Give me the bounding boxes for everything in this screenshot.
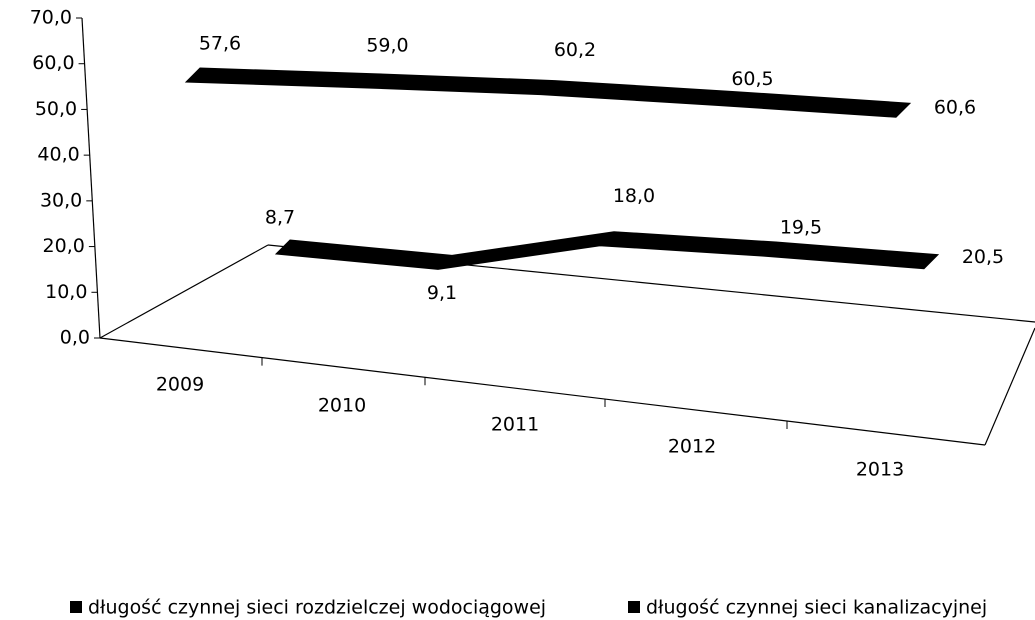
y-tick-label: 0,0: [60, 327, 90, 349]
y-axis: [81, 17, 101, 339]
ribbon: [184, 67, 912, 118]
floor-edge: [99, 244, 269, 339]
x-tick-label: 2012: [668, 436, 716, 458]
y-tick-label: 30,0: [40, 189, 82, 211]
data-label: 9,1: [427, 282, 457, 304]
data-label: 18,0: [613, 185, 655, 207]
floor-edge: [984, 327, 1035, 446]
data-label: 59,0: [366, 34, 408, 56]
data-label: 60,5: [731, 68, 773, 90]
data-label: 8,7: [265, 206, 295, 228]
y-tick-label: 40,0: [37, 144, 79, 166]
x-tick-label: 2013: [856, 459, 904, 481]
ribbon: [274, 231, 940, 270]
data-label: 60,6: [934, 97, 976, 119]
legend-label: długość czynnej sieci kanalizacyjnej: [646, 597, 987, 619]
x-tick-label: 2009: [156, 374, 204, 396]
x-tick-label: 2010: [318, 395, 366, 417]
y-tick-label: 10,0: [45, 281, 87, 303]
legend-label: długość czynnej sieci rozdzielczej wodoc…: [88, 597, 546, 619]
y-tick-label: 50,0: [35, 98, 77, 120]
data-label: 19,5: [780, 217, 822, 239]
data-label: 60,2: [554, 39, 596, 61]
data-label: 57,6: [199, 33, 241, 55]
floor-edge: [99, 337, 986, 446]
legend-swatch: [70, 601, 82, 613]
y-tick-label: 20,0: [43, 235, 85, 257]
x-tick-label: 2011: [491, 414, 539, 436]
y-tick-label: 70,0: [30, 7, 72, 29]
legend-swatch: [628, 601, 640, 613]
floor: [99, 244, 1035, 446]
data-label: 20,5: [962, 246, 1004, 268]
y-tick-label: 60,0: [32, 52, 74, 74]
